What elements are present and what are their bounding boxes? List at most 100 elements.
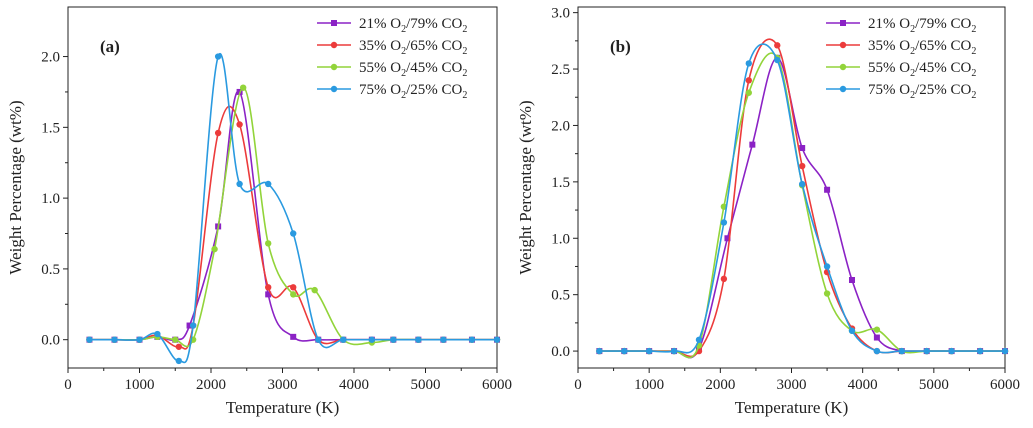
panel-a-series-line [89,52,497,364]
panel-b-x-tick-label: 0 [574,377,582,393]
panel-b-series-4 [596,43,1009,355]
panel-b-data-point [695,336,703,343]
panel-b-data-point [1001,347,1009,355]
panel-b-legend-label: 75% O2/25% CO2 [868,82,976,101]
panel-a-x-tick-label: 5000 [411,377,441,393]
panel-b-x-tick-label: 1000 [634,377,664,393]
panel-a-legend-marker [330,63,338,71]
panel-b-data-point [724,235,731,242]
panel-a-data-point [175,357,183,365]
panel-a-label: (a) [100,37,120,56]
panel-b-y-tick-label: 0.0 [551,344,570,360]
panel-a-legend-marker [330,41,338,49]
panel-a-data-point [290,284,297,291]
panel-a-x-tick-label: 0 [64,377,72,393]
panel-b-data-point [774,42,781,49]
panel-a-y-tick-label: 1.0 [41,191,60,207]
panel-b-y-tick-label: 3.0 [551,6,570,22]
panel-b-x-tick-label: 3000 [777,377,807,393]
panel-a-chart: 0 1000 2000 3000 4000 5000 6000 0.0 0.5 1.0 1.5 2.0… [6,6,512,417]
panel-a-series-line [89,90,497,342]
panel-a-series-line [89,105,497,350]
panel-b-data-point [720,219,728,226]
panel-b-series-line [599,56,1005,359]
panel-b-data-point [670,347,678,355]
panel-a-data-point [136,336,143,343]
panel-b-data-point [873,334,880,341]
panel-a-data-point [265,240,272,247]
panel-a-series-4 [86,52,501,365]
panel-b-y-tick-label: 1.5 [551,175,570,191]
panel-a-data-point [290,230,297,237]
panel-b-x-tick-label: 6000 [990,377,1020,393]
panel-b-data-point [898,347,906,355]
panel-b-legend-marker [840,20,846,26]
panel-a-legend-marker [331,20,337,26]
panel-b-chart: 0 1000 2000 3000 4000 5000 6000 0.0 0.5 1.0 1.5 2.0… [516,6,1020,417]
panel-a-data-point [175,343,183,350]
panel-a-legend-label: 35% O2/65% CO2 [359,38,467,57]
panel-a-series-line [89,86,497,348]
panel-b-data-point [824,186,831,193]
panel-a-data-point [340,336,347,343]
panel-a-data-point [154,330,161,338]
panel-b-legend-marker [839,41,847,49]
panel-b-data-point [848,277,855,284]
panel-b-data-point [873,347,881,355]
panel-b-series-1 [596,54,1008,359]
panel-a-legend-label: 21% O2/79% CO2 [359,16,467,35]
panel-b-legend-marker [839,85,847,93]
panel-a-data-point [390,336,397,343]
panel-a-legend-marker [330,85,338,93]
panel-b-y-tick-label: 2.5 [551,62,570,78]
panel-b-series-line [599,52,1005,359]
panel-b-y-tick-label: 2.0 [551,118,570,134]
panel-b-data-point [596,347,603,355]
panel-a-data-point [236,121,243,128]
panel-a-x-tick-label: 2000 [196,377,226,393]
panel-a-data-point [265,284,272,291]
panel-b-legend: 21% O2/79% CO2 35% O2/65% CO2 55% O2/45% C… [826,16,976,101]
panel-a-y-tick-label: 1.5 [41,120,60,136]
panel-a-data-point [214,129,222,137]
panel-a-x-tick-label: 4000 [339,377,369,393]
panel-a-data-point [214,53,222,60]
panel-b-data-point [745,89,752,96]
panel-a-data-point [86,336,93,343]
panel-b-data-point [823,290,831,297]
panel-a-data-point [415,336,422,343]
panel-b-x-axis-title: Temperature (K) [735,398,849,417]
panel-b-data-point [798,162,806,170]
panel-b-legend-label: 21% O2/79% CO2 [868,16,976,35]
panel-b-data-point [621,347,628,355]
panel-b-series-3 [596,52,1009,359]
panel-b-legend-label: 55% O2/45% CO2 [868,60,976,79]
panel-b-y-tick-label: 1.0 [551,231,570,247]
panel-a-data-point [239,84,247,91]
panel-a-data-point [468,336,476,343]
panel-a-data-point [315,336,322,343]
panel-a-data-point [186,322,193,329]
panel-a-data-point [211,245,218,253]
panel-b-data-point [749,141,756,148]
panel-b-data-point [720,275,728,283]
panel-b-data-point [745,60,752,67]
panel-b-y-axis-title: Weight Percentage (wt%) [516,100,535,274]
panel-a-data-point [265,180,272,188]
panel-a-x-axis-title: Temperature (K) [226,398,340,417]
panel-b-data-point [976,347,984,355]
panel-a-series-1 [86,88,500,343]
panel-a-x-tick-label: 3000 [268,377,298,393]
panel-a-series-3 [86,84,501,348]
panel-a-data-point [368,336,376,343]
panel-a-series-2 [86,105,501,350]
panel-b-data-point [774,56,781,64]
panel-b-data-point [745,77,752,84]
panel-a-y-tick-label: 0.0 [41,333,60,349]
panel-b-y-tick-label: 0.5 [551,288,570,304]
panel-a-data-point [189,322,197,329]
panel-a-data-point [111,336,118,343]
panel-b-label: (b) [610,37,631,56]
panel-a-legend: 21% O2/79% CO2 35% O2/65% CO2 55% O2/45% C… [317,16,467,101]
